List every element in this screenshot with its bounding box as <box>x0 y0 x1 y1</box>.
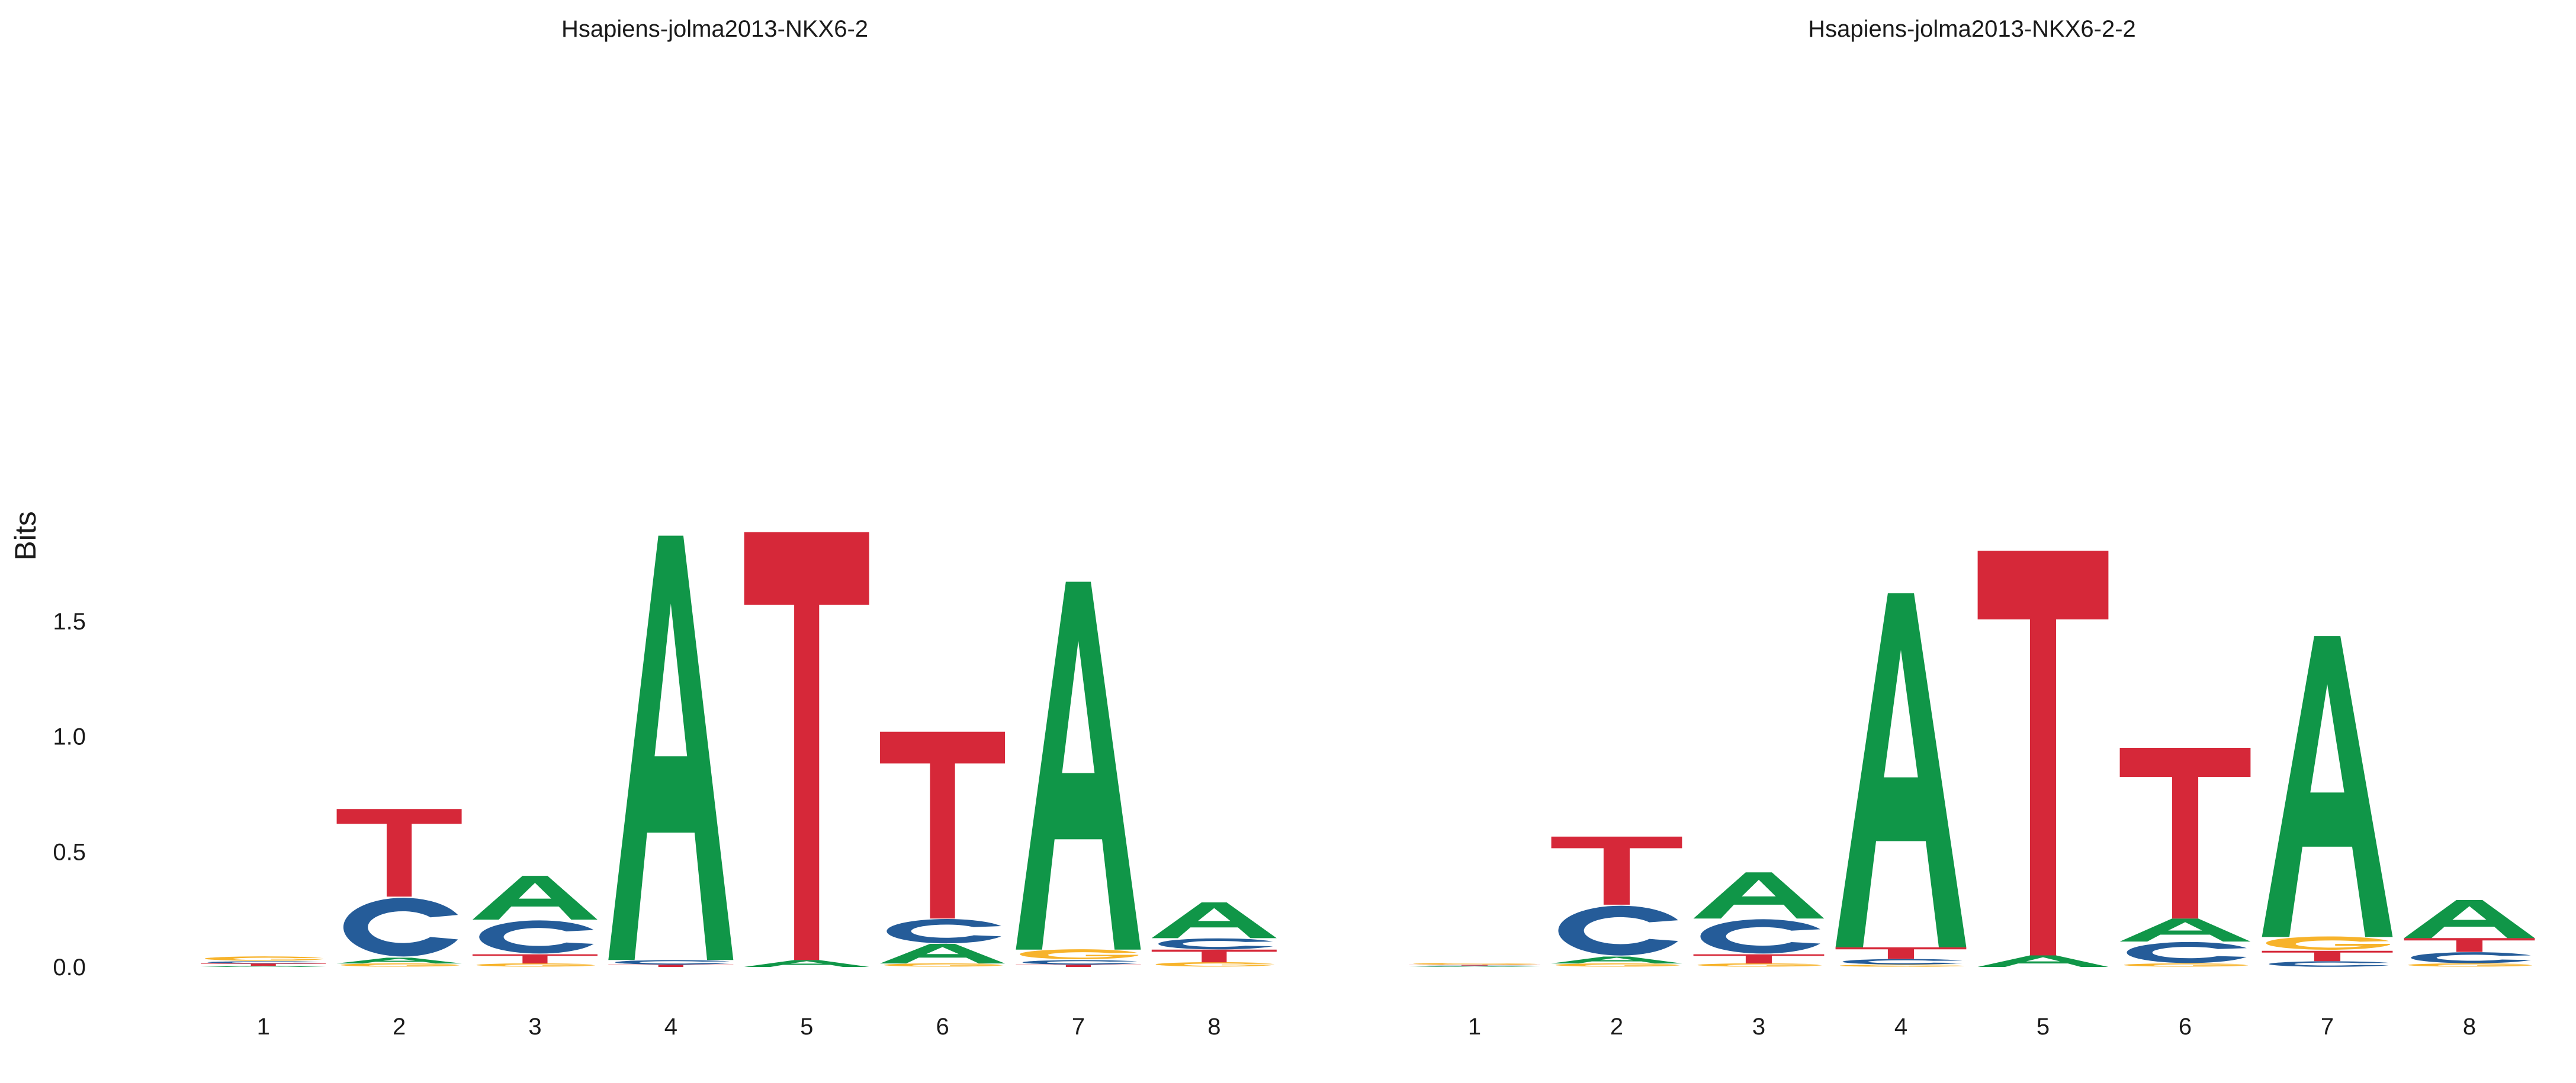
letter-c <box>1700 919 1820 954</box>
letter-c <box>1842 959 1962 965</box>
logo-column <box>2119 747 2251 967</box>
letter-g <box>1155 962 1274 967</box>
y-tick-label: 0.0 <box>53 955 86 981</box>
letter-c <box>343 898 458 957</box>
x-tick-label: 4 <box>664 1014 677 1040</box>
letter-c <box>1158 938 1273 950</box>
logo-column <box>201 956 326 967</box>
letter-c <box>1558 905 1678 956</box>
x-tick-label: 6 <box>2179 1014 2192 1040</box>
x-tick-label: 2 <box>393 1014 406 1040</box>
logo-column <box>2404 900 2535 967</box>
letter-c <box>2269 961 2389 967</box>
x-tick-label: 8 <box>2463 1014 2476 1040</box>
logo-panel-1: Hsapiens-jolma2013-NKX6-2 1 2 3 4 5 6 7 8 0.0 0.5 1… <box>9 16 1277 1040</box>
letter-g <box>884 963 1003 967</box>
letter-c <box>1022 960 1138 965</box>
x-tick-label: 8 <box>1207 1014 1220 1040</box>
logo-column <box>1693 872 1825 967</box>
letter-a <box>1409 966 1540 967</box>
letter-t <box>336 809 462 897</box>
letter-g <box>2408 963 2532 967</box>
logo-column <box>608 535 734 968</box>
letter-t <box>1693 954 1825 964</box>
y-axis-label: Bits <box>9 511 42 560</box>
logo-column <box>880 731 1006 967</box>
letter-a <box>1693 872 1825 919</box>
letter-t <box>608 965 734 968</box>
letter-a <box>1151 902 1277 939</box>
logo-column <box>1551 836 1682 967</box>
letter-t <box>2119 747 2251 919</box>
logo-column <box>472 876 598 967</box>
logo-panel-2: Hsapiens-jolma2013-NKX6-2-2 1 2 3 4 5 6 7 8 <box>1409 16 2535 1040</box>
letter-t <box>880 731 1006 919</box>
x-tick-label: 3 <box>528 1014 541 1040</box>
letter-g <box>1413 963 1537 965</box>
letter-g <box>2124 963 2248 967</box>
letter-a <box>1551 956 1682 964</box>
letter-a <box>744 960 869 968</box>
letter-a <box>880 944 1006 964</box>
letter-a <box>2119 918 2251 942</box>
logo-column <box>1151 902 1277 967</box>
letter-t <box>2262 950 2393 962</box>
letter-g <box>341 963 460 967</box>
letter-a <box>1977 955 2109 968</box>
letter-g <box>1697 963 1822 967</box>
letter-t <box>744 532 869 960</box>
letter-g <box>2266 936 2390 950</box>
x-tick-label: 6 <box>936 1014 949 1040</box>
letter-c <box>2127 941 2247 963</box>
x-tick-label: 3 <box>1752 1014 1765 1040</box>
letter-t <box>1835 947 1967 959</box>
letter-g <box>476 963 595 967</box>
logo-column <box>2262 636 2393 967</box>
letter-g <box>1839 964 1964 967</box>
letter-c <box>479 920 594 954</box>
logo-column <box>1409 963 1540 967</box>
letter-t <box>1016 965 1141 968</box>
letter-g <box>1555 963 1679 967</box>
x-tick-label: 5 <box>800 1014 813 1040</box>
y-tick-label: 0.5 <box>53 839 86 865</box>
letter-c <box>886 919 1001 944</box>
letter-a <box>2262 636 2393 937</box>
logo-column <box>744 532 869 968</box>
x-tick-label: 1 <box>257 1014 270 1040</box>
x-tick-label: 5 <box>2037 1014 2050 1040</box>
letter-t <box>1151 949 1277 963</box>
letter-a <box>1835 593 1967 947</box>
letter-t <box>1977 550 2109 956</box>
x-tick-label: 7 <box>2321 1014 2334 1040</box>
logo-column <box>336 809 462 967</box>
y-tick-label: 1.5 <box>53 609 86 635</box>
letter-c <box>207 961 322 964</box>
letter-a <box>201 966 326 967</box>
letter-t <box>201 963 326 966</box>
letter-g <box>1020 949 1139 959</box>
letter-a <box>472 876 598 920</box>
letter-t <box>1551 836 1682 905</box>
x-tick-label: 2 <box>1610 1014 1623 1040</box>
letter-a <box>608 535 734 960</box>
letter-a <box>2404 900 2535 939</box>
letter-c <box>615 960 730 965</box>
x-tick-label: 4 <box>1894 1014 1907 1040</box>
letter-g <box>204 956 323 961</box>
logo-column <box>1016 581 1141 968</box>
y-tick-label: 1.0 <box>53 724 86 750</box>
logo-column <box>1977 550 2109 968</box>
panel-title: Hsapiens-jolma2013-NKX6-2 <box>561 16 868 42</box>
letter-t <box>2404 938 2535 952</box>
panel-title: Hsapiens-jolma2013-NKX6-2-2 <box>1808 16 2136 42</box>
letter-t <box>472 954 598 964</box>
letter-c <box>2411 952 2531 963</box>
logo-column <box>1835 593 1967 967</box>
letter-a <box>336 957 462 964</box>
x-tick-label: 1 <box>1468 1014 1481 1040</box>
letter-a <box>1016 581 1141 950</box>
x-tick-label: 7 <box>1072 1014 1085 1040</box>
